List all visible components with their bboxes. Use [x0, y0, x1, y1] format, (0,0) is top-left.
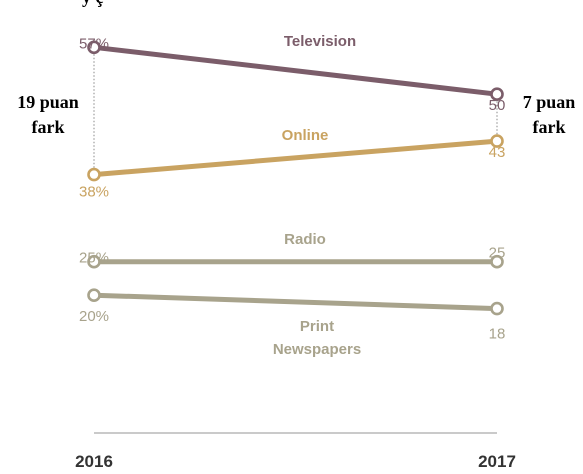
television-series-label: Television: [284, 33, 356, 50]
print-newspapers-line: [91, 292, 500, 312]
gap-annotation-2016-line-2: fark: [32, 117, 65, 137]
print-newspapers-value-label-2017: 18: [489, 326, 506, 343]
x-tick-label-2017: 2017: [478, 452, 516, 471]
radio-value-label-2017: 25: [489, 245, 506, 262]
online-value-label-2017: 43: [489, 144, 506, 161]
print-newspapers-series-label-line-2: Newspapers: [273, 341, 361, 358]
print-newspapers-value-label-2016: 20%: [79, 308, 109, 325]
radio-series-label: Radio: [284, 231, 326, 248]
online-series-label: Online: [282, 127, 329, 144]
x-tick-label-2016: 2016: [75, 452, 113, 471]
television-line: [91, 44, 500, 97]
radio-value-label-2016: 25%: [79, 250, 109, 267]
television-value-label-2016: 57%: [79, 35, 109, 52]
print-newspapers-point-2016: [87, 288, 101, 303]
title-fragment: y ç: [82, 0, 242, 7]
gap-annotation-2016-line-1: 19 puan: [17, 92, 79, 112]
radio-point-2017: [490, 254, 504, 269]
gap-annotation-2017-line-1: 7 puan: [523, 92, 576, 112]
television-point-2017: [490, 87, 504, 101]
television-value-label-2017: 50: [489, 97, 506, 114]
television-point-2016: [87, 40, 101, 55]
radio-point-2016: [87, 254, 101, 269]
online-line: [91, 138, 500, 178]
print-newspapers-point-2017: [490, 301, 504, 316]
gap-annotation-2017-line-2: fark: [533, 117, 566, 137]
online-value-label-2016: 38%: [79, 184, 109, 201]
print-newspapers-series-label-line-1: Print: [300, 318, 334, 335]
online-point-2017: [490, 134, 504, 148]
online-point-2016: [87, 167, 101, 182]
